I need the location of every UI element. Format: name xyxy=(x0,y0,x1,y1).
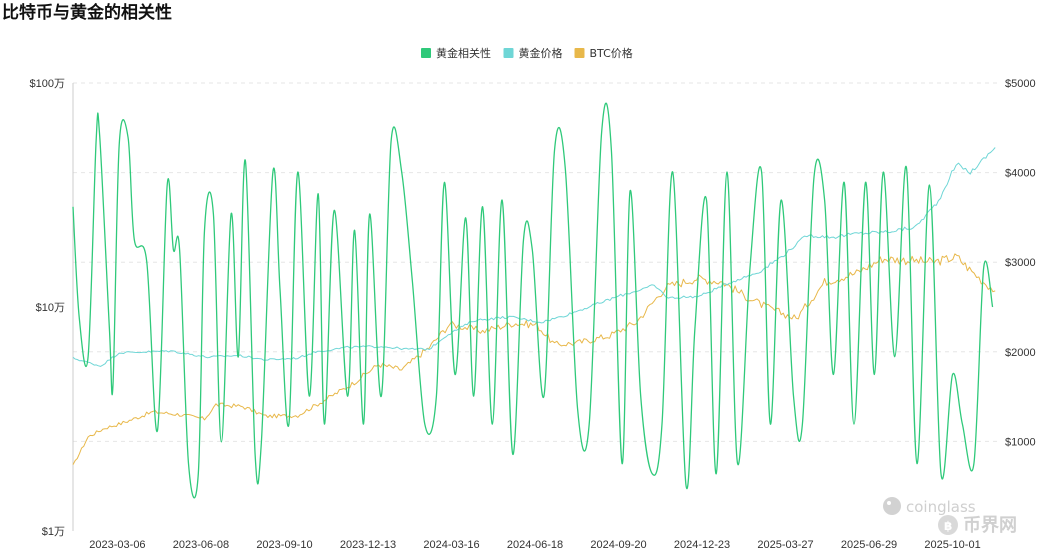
y-right-tick-label: $5000 xyxy=(1005,78,1036,90)
x-tick-label: 2024-09-20 xyxy=(590,539,646,551)
y-right-tick-label: $2000 xyxy=(1005,347,1036,359)
axes: $1万 $10万 $100万 $1000 $2000 $3000 $4000 $5000 202… xyxy=(30,78,1036,551)
watermark-bijiewang: 币界网 xyxy=(963,515,1017,536)
watermark-coinglass: coinglass xyxy=(906,498,976,516)
legend-label-btc-price: BTC价格 xyxy=(590,46,633,60)
x-tick-label: 2023-12-13 xyxy=(340,539,396,551)
grid-lines xyxy=(73,82,997,442)
legend-swatch-gold-price xyxy=(503,48,514,58)
page-title: 比特币与黄金的相关性 xyxy=(2,3,172,23)
svg-text:฿: ฿ xyxy=(944,519,952,533)
gold-price-line xyxy=(72,147,996,367)
y-left-tick-label: $10万 xyxy=(36,302,65,314)
y-left-tick-label: $100万 xyxy=(30,78,65,90)
x-tick-label: 2024-03-16 xyxy=(423,539,479,551)
series-lines xyxy=(72,102,996,499)
y-right-tick-label: $3000 xyxy=(1005,257,1036,269)
bijiewang-logo-icon: ฿ xyxy=(938,515,958,535)
legend-swatch-gold-correlation xyxy=(421,48,431,58)
btc-price-line xyxy=(72,253,996,465)
legend: 黄金相关性 黄金价格 BTC价格 xyxy=(421,46,633,60)
legend-swatch-btc-price xyxy=(574,48,585,58)
x-tick-label: 2023-03-06 xyxy=(89,539,145,551)
legend-label-gold-correlation: 黄金相关性 xyxy=(436,46,491,60)
y-left-tick-label: $1万 xyxy=(42,526,65,538)
y-right-tick-label: $1000 xyxy=(1005,436,1036,448)
x-tick-label: 2025-06-29 xyxy=(841,539,897,551)
x-tick-label: 2025-03-27 xyxy=(757,539,813,551)
watermark: coinglass ฿ 币界网 xyxy=(883,497,1017,536)
coinglass-logo-icon xyxy=(883,497,901,515)
x-tick-label: 2023-06-08 xyxy=(173,539,229,551)
y-right-tick-label: $4000 xyxy=(1005,168,1036,180)
x-tick-label: 2025-10-01 xyxy=(924,539,980,551)
legend-label-gold-price: 黄金价格 xyxy=(519,46,563,60)
x-tick-label: 2024-12-23 xyxy=(674,539,730,551)
gold-correlation-line xyxy=(72,102,994,499)
x-tick-label: 2024-06-18 xyxy=(507,539,563,551)
x-tick-label: 2023-09-10 xyxy=(256,539,312,551)
